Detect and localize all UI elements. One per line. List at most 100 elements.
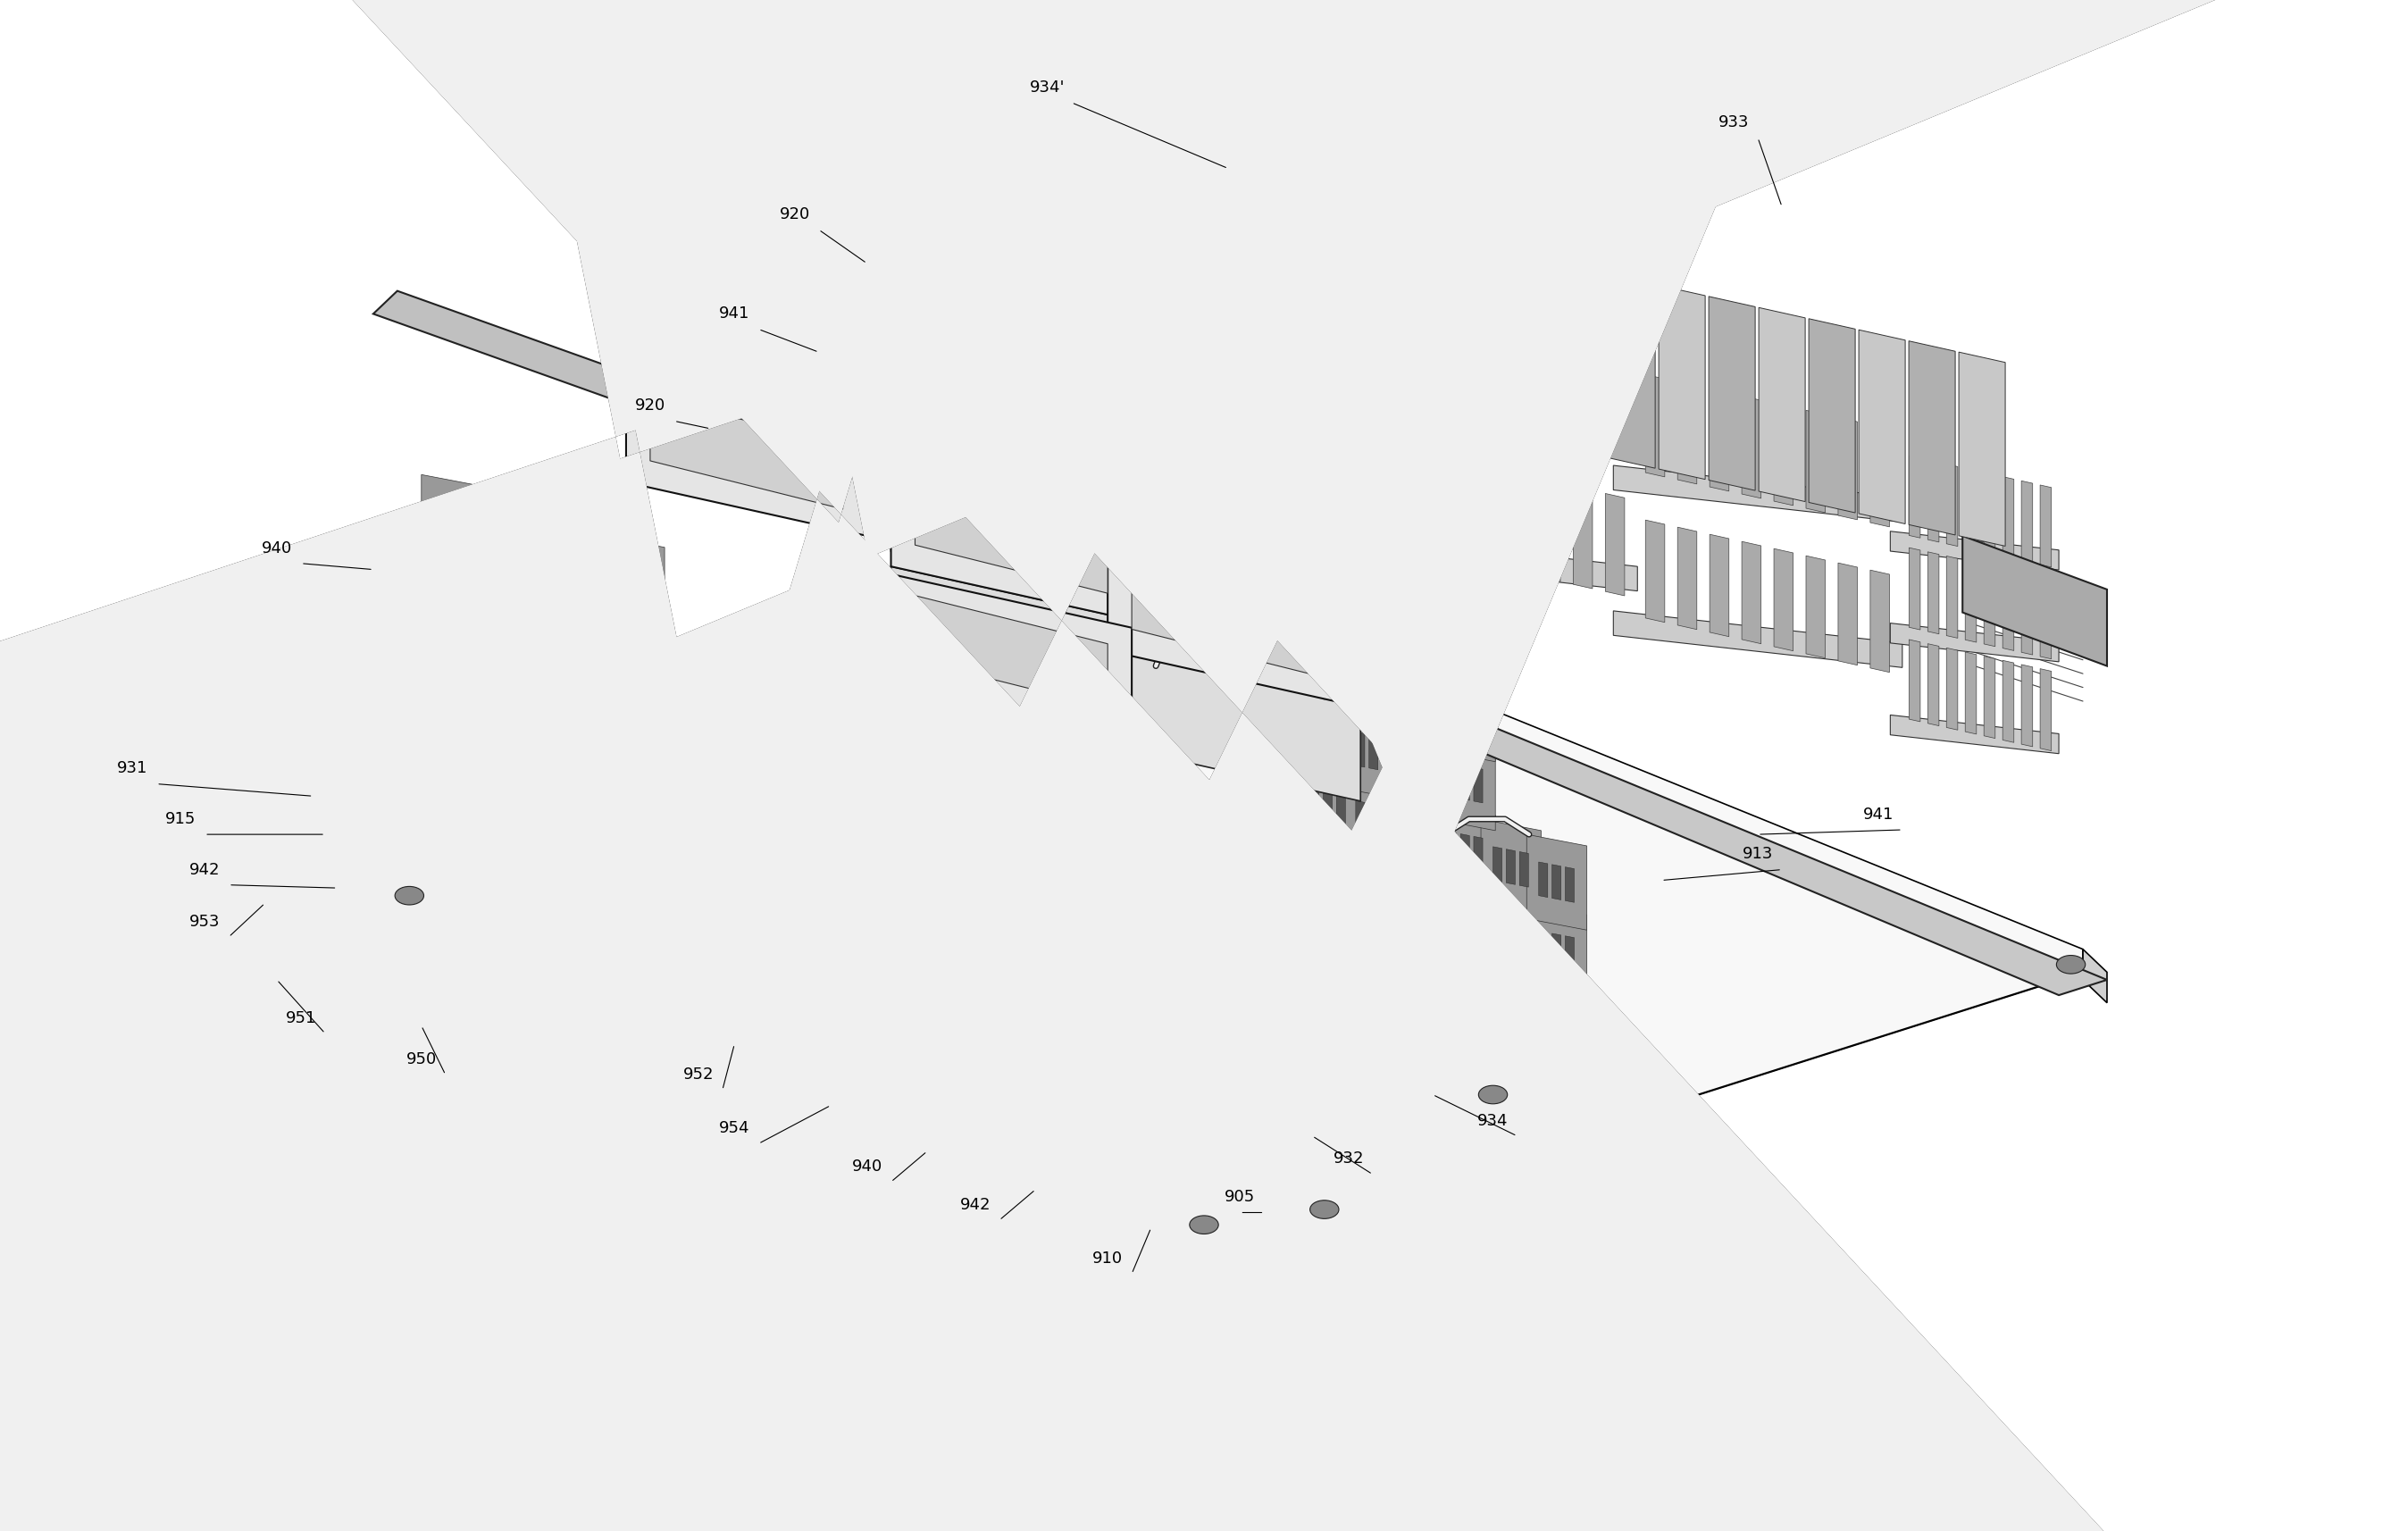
Polygon shape [643, 568, 653, 603]
Text: 915: 915 [166, 811, 195, 827]
Polygon shape [205, 857, 313, 896]
Polygon shape [583, 697, 592, 732]
Polygon shape [313, 857, 385, 942]
Circle shape [176, 900, 224, 931]
Polygon shape [1929, 643, 1938, 726]
Polygon shape [571, 847, 580, 882]
Text: 913: 913 [1743, 847, 1772, 862]
Polygon shape [1507, 919, 1515, 954]
Polygon shape [1368, 804, 1377, 839]
Polygon shape [1336, 652, 1346, 687]
Polygon shape [479, 586, 489, 622]
Polygon shape [1447, 762, 1457, 798]
Polygon shape [325, 888, 361, 957]
Polygon shape [1368, 666, 1377, 701]
Polygon shape [1310, 854, 1320, 890]
Polygon shape [1389, 651, 1450, 747]
Polygon shape [597, 553, 607, 588]
Polygon shape [1445, 312, 1464, 415]
Text: 940: 940 [262, 540, 291, 556]
Polygon shape [1382, 736, 1392, 772]
Polygon shape [1132, 651, 1361, 801]
Polygon shape [421, 773, 482, 870]
Polygon shape [205, 880, 313, 919]
Polygon shape [643, 637, 653, 672]
Polygon shape [1710, 389, 1729, 491]
Polygon shape [1298, 689, 1358, 785]
Polygon shape [734, 744, 744, 779]
Polygon shape [1572, 487, 1592, 588]
Polygon shape [337, 911, 1216, 1294]
Polygon shape [506, 591, 515, 626]
Polygon shape [1910, 456, 1919, 537]
Polygon shape [1276, 842, 1286, 877]
Polygon shape [583, 773, 592, 808]
Polygon shape [1428, 752, 1438, 787]
Circle shape [176, 877, 224, 908]
Circle shape [905, 1145, 949, 1173]
Polygon shape [1382, 805, 1392, 841]
Polygon shape [1204, 628, 2107, 995]
Polygon shape [448, 651, 455, 686]
Polygon shape [525, 533, 535, 568]
Polygon shape [506, 821, 515, 856]
Circle shape [2056, 955, 2085, 974]
Polygon shape [631, 566, 638, 602]
Polygon shape [1310, 648, 1320, 683]
Polygon shape [539, 758, 547, 793]
Polygon shape [674, 880, 684, 916]
Polygon shape [1558, 263, 1606, 458]
Polygon shape [1929, 551, 1938, 634]
Polygon shape [604, 536, 665, 632]
Polygon shape [467, 712, 527, 808]
Polygon shape [1348, 534, 1637, 591]
Polygon shape [1401, 747, 1411, 782]
Polygon shape [1276, 704, 1286, 739]
Polygon shape [597, 698, 607, 733]
Polygon shape [1606, 348, 1625, 450]
Text: 954: 954 [720, 1121, 749, 1136]
Polygon shape [1252, 605, 1312, 701]
Polygon shape [643, 713, 653, 749]
Polygon shape [1984, 565, 1996, 646]
Polygon shape [915, 596, 1108, 707]
Polygon shape [506, 668, 515, 703]
Polygon shape [1428, 821, 1438, 856]
Polygon shape [525, 678, 535, 713]
Polygon shape [1344, 635, 1404, 730]
Polygon shape [571, 548, 580, 583]
Polygon shape [1382, 874, 1392, 909]
Polygon shape [1613, 611, 1902, 668]
Polygon shape [631, 788, 638, 824]
Polygon shape [1572, 341, 1592, 442]
Text: 910: 910 [1093, 1251, 1122, 1266]
Polygon shape [551, 537, 561, 573]
Text: 920: 920 [636, 398, 665, 413]
Polygon shape [559, 819, 619, 916]
Polygon shape [674, 727, 684, 762]
Polygon shape [2003, 476, 2013, 559]
Polygon shape [1428, 683, 1438, 718]
Text: 933: 933 [1719, 115, 1748, 130]
Polygon shape [1336, 859, 1346, 894]
Polygon shape [559, 589, 619, 686]
Polygon shape [1609, 274, 1654, 468]
Polygon shape [1298, 758, 1358, 854]
Polygon shape [1808, 318, 1854, 513]
Polygon shape [1298, 620, 1358, 715]
Polygon shape [1613, 465, 1902, 522]
Polygon shape [559, 666, 619, 761]
Polygon shape [539, 681, 547, 717]
Polygon shape [1324, 857, 1332, 893]
Polygon shape [616, 632, 626, 668]
Polygon shape [1606, 493, 1625, 596]
Polygon shape [1298, 827, 1358, 922]
Polygon shape [479, 739, 489, 775]
Polygon shape [1910, 640, 1919, 721]
Polygon shape [689, 805, 698, 841]
Polygon shape [708, 816, 718, 851]
Polygon shape [1368, 873, 1377, 908]
Polygon shape [1775, 403, 1794, 505]
Polygon shape [1132, 565, 1324, 678]
Polygon shape [1336, 790, 1346, 825]
